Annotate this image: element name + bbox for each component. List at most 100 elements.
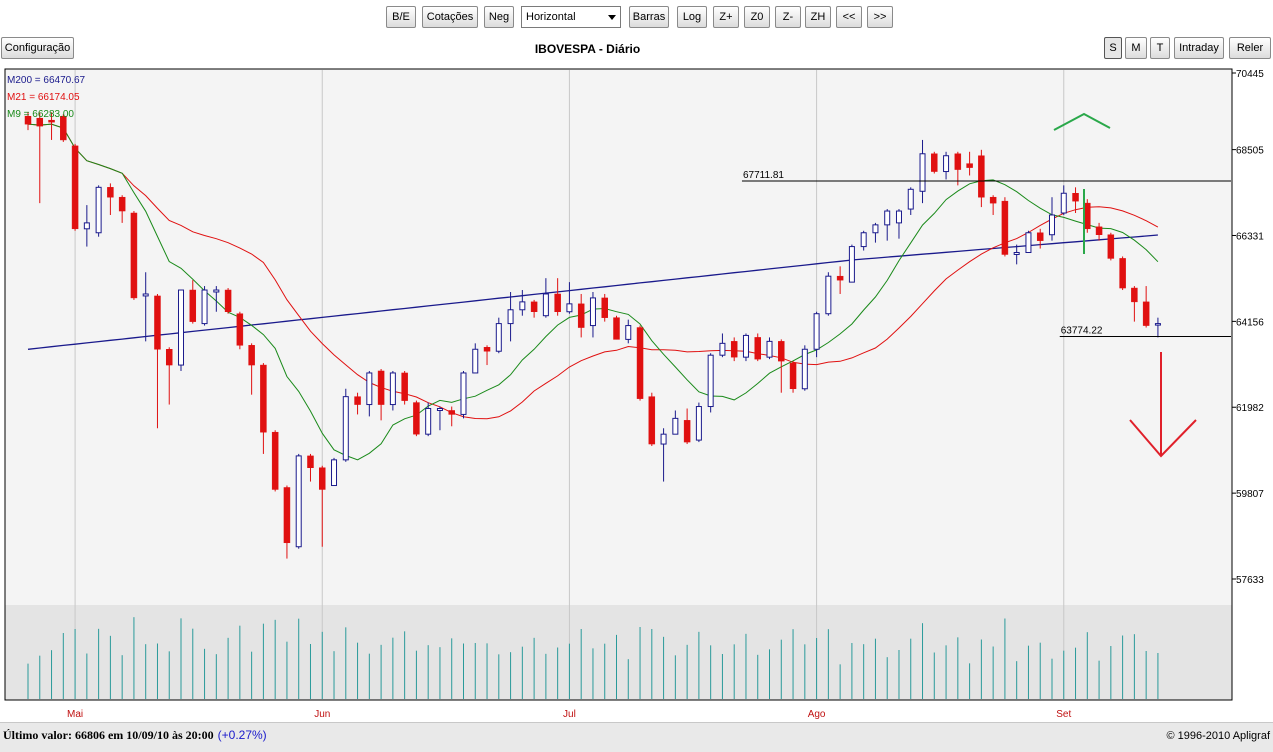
candlestick-chart[interactable]: 67711.81 63774.22 70445 68505 66331 64156 619… [0,64,1273,722]
candle [413,400,420,437]
reler-button[interactable]: Reler [1229,37,1271,59]
up-arrow-icon [1053,112,1111,254]
zoom-h-button[interactable]: ZH [805,6,831,28]
candle [401,370,408,405]
candle [448,406,455,427]
candle [507,291,514,342]
candle [107,183,114,215]
zoom-in-button[interactable]: Z+ [713,6,739,28]
candle [331,457,338,487]
candle [118,195,126,223]
candle [707,353,714,413]
log-button[interactable]: Log [677,6,707,28]
period-s-button[interactable]: S [1104,37,1122,59]
candle [483,345,491,366]
copyright: © 1996-2010 Apligraf [1166,730,1270,742]
y-tick-label: 59807 [1236,489,1264,500]
candle [860,230,867,251]
candle [1048,197,1055,241]
configuracao-button[interactable]: Configuração [1,37,74,59]
candle [648,392,656,447]
chevron-down-icon [608,15,616,20]
candle [589,291,596,338]
candle [142,272,149,342]
mode-select[interactable]: Horizontal [521,6,621,28]
candle [625,319,632,344]
candle [495,317,502,354]
candle [271,430,279,492]
candle [130,211,138,300]
candle [836,266,844,294]
candle [884,209,891,241]
candle [1060,185,1067,215]
zoom-reset-button[interactable]: Z0 [744,6,770,28]
barras-button[interactable]: Barras [629,6,669,28]
candle [895,209,902,239]
period-m-button[interactable]: M [1125,37,1147,59]
candle [872,222,879,243]
level-label: 63774.22 [1061,325,1103,336]
ma200-line [27,234,1158,350]
candle [954,151,962,186]
candle [295,453,302,549]
x-tick-label: Ago [808,709,826,720]
y-tick-label: 66331 [1236,231,1264,242]
candle [519,290,526,316]
candle [377,369,385,421]
candle [695,402,702,443]
period-t-button[interactable]: T [1150,37,1170,59]
candle [613,315,620,340]
last-value: Último valor: 66806 em 10/09/10 às 20:00… [3,728,267,742]
intraday-button[interactable]: Intraday [1174,37,1224,59]
x-tick-label: Set [1056,709,1071,720]
volume-panel [5,605,1232,700]
candle [978,149,985,208]
candle [342,388,349,462]
candle [236,311,244,350]
candle [60,114,67,142]
y-tick-label: 70445 [1236,69,1264,80]
candle [1072,187,1079,214]
candle [189,280,197,324]
candle [848,244,855,283]
candle [1036,228,1044,249]
candle [319,465,326,547]
x-tick-label: Mai [67,709,83,720]
next-button[interactable]: >> [867,6,893,28]
mode-select-value: Horizontal [526,11,576,23]
candle [742,333,749,362]
be-button[interactable]: B/E [386,6,416,28]
candle [1154,317,1161,338]
status-bar: Último valor: 66806 em 10/09/10 às 20:00… [0,722,1273,752]
cotacoes-button[interactable]: Cotações [422,6,478,28]
candle [1119,256,1126,291]
down-arrow-icon [1129,352,1197,458]
candle [601,293,608,322]
candle [48,112,55,140]
candle [201,286,208,326]
candle [566,282,573,314]
ma9-label: M9 = 66283.00 [7,109,74,120]
y-tick-label: 61982 [1236,403,1264,414]
prev-button[interactable]: << [836,6,862,28]
candle [1142,286,1150,328]
candle [283,485,291,559]
candle [825,272,832,316]
candle [154,293,161,429]
candle [1107,232,1115,261]
candle [919,139,926,204]
candle [36,112,44,204]
candle [1084,199,1091,233]
candle [178,289,185,371]
y-tick-label: 64156 [1236,317,1264,328]
candle [1001,197,1009,257]
candle [943,151,950,180]
candle [366,370,373,417]
ma21-label: M21 = 66174.05 [7,92,80,103]
zoom-out-button[interactable]: Z- [775,6,801,28]
candle [660,428,667,482]
neg-button[interactable]: Neg [484,6,514,28]
candle [213,286,220,312]
candle [730,337,738,362]
candle [766,337,773,360]
